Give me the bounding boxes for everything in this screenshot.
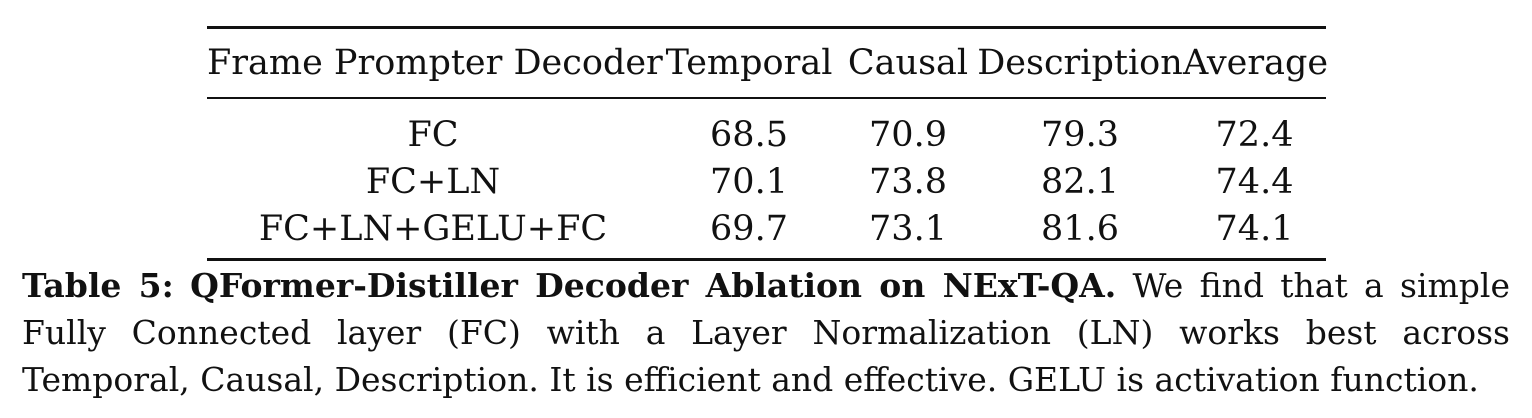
cell-causal: 73.1 — [869, 208, 947, 249]
cell-average: 72.4 — [1215, 114, 1294, 155]
cell-description: 79.3 — [1041, 114, 1119, 155]
cell-decoder: FC+LN — [365, 161, 501, 202]
cell-decoder: FC+LN+GELU+FC — [258, 208, 608, 249]
cell-description: 82.1 — [1041, 161, 1119, 202]
table-row: FC+LN+GELU+FC 69.7 73.1 81.6 74.1 — [207, 205, 1326, 258]
column-header-average: Average — [1183, 43, 1329, 83]
cell-causal: 73.8 — [869, 161, 947, 202]
cell-causal: 70.9 — [869, 114, 947, 155]
caption-title: QFormer-Distiller Decoder Ablation on NE… — [190, 266, 1117, 305]
cell-average: 74.4 — [1215, 161, 1294, 202]
table-row: FC 68.5 70.9 79.3 72.4 — [207, 99, 1326, 158]
column-header-temporal: Temporal — [665, 43, 833, 83]
table-row: FC+LN 70.1 73.8 82.1 74.4 — [207, 158, 1326, 205]
table-bottom-rule — [207, 258, 1326, 261]
column-header-decoder: Frame Prompter Decoder — [207, 43, 663, 83]
cell-temporal: 69.7 — [710, 208, 788, 249]
ablation-table: Frame Prompter Decoder Temporal Causal D… — [207, 26, 1329, 261]
table-top-rule — [207, 26, 1326, 29]
cell-average: 74.1 — [1215, 208, 1294, 249]
table-header-row: Frame Prompter Decoder Temporal Causal D… — [207, 29, 1329, 97]
cell-temporal: 70.1 — [710, 161, 788, 202]
cell-description: 81.6 — [1041, 208, 1119, 249]
caption-text: We find that a simple Fully Connected la… — [22, 266, 1510, 399]
column-header-description: Description — [977, 43, 1183, 83]
cell-temporal: 68.5 — [710, 114, 788, 155]
column-header-causal: Causal — [847, 43, 969, 83]
table-header-rule — [207, 97, 1326, 99]
cell-decoder: FC — [407, 114, 459, 155]
caption-label: Table 5: — [22, 266, 174, 305]
table-caption: Table 5: QFormer-Distiller Decoder Ablat… — [22, 262, 1510, 403]
